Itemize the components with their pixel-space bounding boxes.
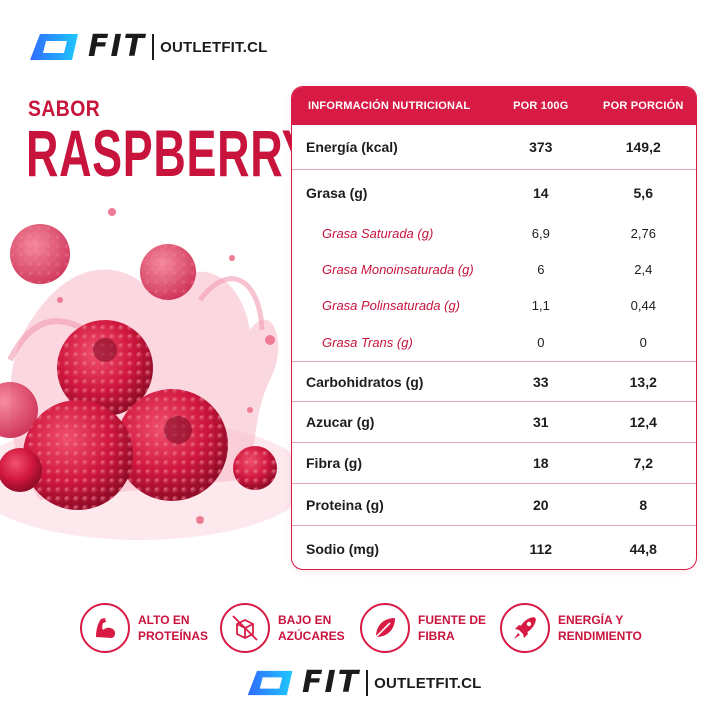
brand-website[interactable]: OUTLETFIT.CL (374, 674, 482, 692)
table-row-azucar: Azucar (g) 31 12,4 (292, 402, 696, 443)
feature-fiber: FUENTE DE FIBRA (360, 600, 500, 656)
nutrient-name: Grasa (g) (306, 184, 368, 201)
feature-label: FUENTE DE FIBRA (418, 613, 487, 643)
table-row-grasa-mono: Grasa Monoinsaturada (g) 6 2,4 (292, 251, 696, 287)
header-per-100g: POR 100G (513, 100, 569, 112)
table-row-carbohidratos: Carbohidratos (g) 33 13,2 (292, 362, 696, 402)
value-per-100g: 14 (533, 184, 549, 201)
table-row-grasa-poli: Grasa Polinsaturada (g) 1,1 0,44 (292, 287, 696, 323)
flavor-label: SABOR (28, 96, 101, 121)
feature-label: ENERGÍA Y RENDIMIENTO (558, 613, 642, 643)
nutrient-name: Grasa Trans (g) (322, 334, 413, 350)
value-per-100g: 112 (529, 540, 553, 557)
value-per-100g: 20 (533, 496, 549, 513)
table-row-fibra: Fibra (g) 18 7,2 (292, 443, 696, 484)
logo-divider (152, 34, 155, 60)
value-per-100g: 33 (533, 373, 549, 390)
brand-wordmark: FIT (88, 29, 147, 64)
table-row-energia: Energía (kcal) 373 149,2 (292, 125, 696, 170)
nutrient-name: Energía (kcal) (306, 139, 398, 155)
table-row-sodio: Sodio (mg) 112 44,8 (292, 526, 696, 569)
value-per-portion: 13,2 (629, 373, 657, 390)
logo-divider (366, 670, 369, 696)
feature-label: ALTO EN PROTEÍNAS (138, 613, 209, 643)
nutrient-name: Fibra (g) (306, 455, 362, 471)
nutrient-name: Carbohidratos (g) (306, 373, 424, 390)
nutrient-name: Proteina (g) (306, 496, 384, 513)
header-nutrition-info: INFORMACIÓN NUTRICIONAL (308, 100, 471, 112)
value-per-100g: 6,9 (531, 225, 550, 241)
feature-badges: ALTO EN PROTEÍNAS BAJO EN AZÚCARES FUENT… (80, 600, 642, 656)
fat-group: Grasa (g) 14 5,6 Grasa Saturada (g) 6,9 … (292, 170, 696, 362)
value-per-portion: 149,2 (625, 139, 661, 155)
brand-mark-icon (30, 34, 78, 60)
table-header: INFORMACIÓN NUTRICIONAL POR 100G POR POR… (292, 87, 696, 125)
table-row-grasa: Grasa (g) 14 5,6 (292, 170, 696, 215)
value-per-100g: 1,1 (531, 297, 550, 313)
feature-energy: ENERGÍA Y RENDIMIENTO (500, 600, 642, 656)
brand-mark-icon (247, 670, 293, 696)
nutrient-name: Grasa Monoinsaturada (g) (322, 261, 474, 277)
value-per-portion: 0 (639, 334, 647, 350)
value-per-portion: 2,4 (634, 261, 653, 277)
value-per-portion: 5,6 (633, 184, 653, 201)
value-per-portion: 8 (639, 496, 648, 513)
brand-wordmark: FIT (302, 665, 361, 700)
value-per-portion: 0,44 (630, 297, 656, 313)
brand-website[interactable]: OUTLETFIT.CL (160, 38, 268, 56)
brand-logo-bottom: FIT OUTLETFIT.CL (244, 668, 482, 698)
nutrient-name: Sodio (mg) (306, 540, 380, 557)
feature-low-sugar: BAJO EN AZÚCARES (220, 600, 360, 656)
nutrition-table: INFORMACIÓN NUTRICIONAL POR 100G POR POR… (291, 86, 697, 570)
value-per-portion: 2,76 (630, 225, 656, 241)
value-per-100g: 18 (533, 455, 549, 471)
flavor-name: RASPBERRY (26, 116, 313, 190)
value-per-100g: 373 (529, 139, 553, 155)
header-per-portion: POR PORCIÓN (603, 100, 684, 112)
brand-logo-top: FIT OUTLETFIT.CL (26, 32, 268, 62)
value-per-portion: 44,8 (629, 540, 657, 557)
nutrient-name: Grasa Saturada (g) (322, 225, 434, 241)
feature-high-protein: ALTO EN PROTEÍNAS (80, 600, 220, 656)
muscle-arm-icon (80, 603, 130, 653)
value-per-portion: 12,4 (629, 414, 657, 430)
table-row-proteina: Proteina (g) 20 8 (292, 484, 696, 526)
rocket-icon (500, 603, 550, 653)
value-per-portion: 7,2 (633, 455, 653, 471)
nutrient-name: Azucar (g) (306, 414, 375, 430)
value-per-100g: 6 (537, 261, 545, 277)
table-row-grasa-trans: Grasa Trans (g) 0 0 (292, 323, 696, 361)
nutrient-name: Grasa Polinsaturada (g) (322, 297, 461, 313)
value-per-100g: 0 (537, 334, 545, 350)
crossed-box-icon (220, 603, 270, 653)
feature-label: BAJO EN AZÚCARES (278, 613, 345, 643)
table-row-grasa-saturada: Grasa Saturada (g) 6,9 2,76 (292, 215, 696, 251)
leaf-icon (360, 603, 410, 653)
value-per-100g: 31 (533, 414, 549, 430)
